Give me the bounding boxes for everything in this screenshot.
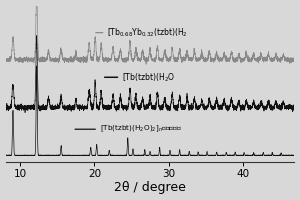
Text: [Tb(tzbt)(H$_2$O: [Tb(tzbt)(H$_2$O [122, 71, 175, 84]
Text: [Tb$_{0.68}$Yb$_{0.32}$(tzbt)(H$_2$: [Tb$_{0.68}$Yb$_{0.32}$(tzbt)(H$_2$ [107, 26, 188, 39]
X-axis label: 2θ / degree: 2θ / degree [114, 181, 186, 194]
Text: [Tb(tzbt)(H$_2$O)$_2$]$_n$单晶数据模: [Tb(tzbt)(H$_2$O)$_2$]$_n$单晶数据模 [100, 124, 182, 134]
